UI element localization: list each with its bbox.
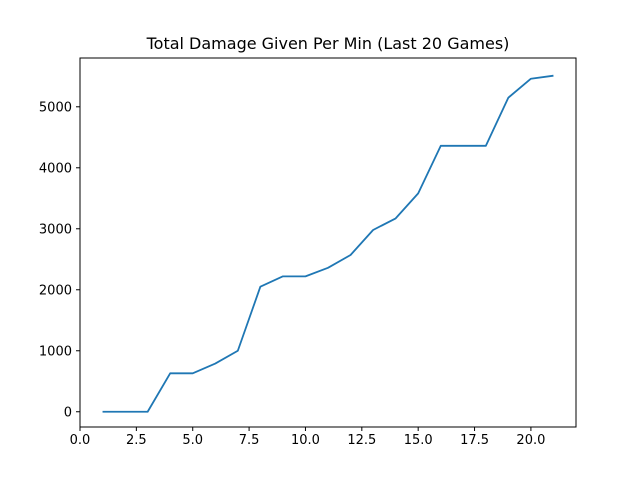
x-axis: 0.0 2.5 5.0 7.5 10.0 12.5 15.0 17.5 20.0 bbox=[70, 427, 545, 448]
x-tick-label: 0.0 bbox=[70, 433, 91, 448]
x-tick-label: 12.5 bbox=[347, 433, 376, 448]
y-tick-label: 1000 bbox=[39, 344, 72, 359]
x-tick-label: 2.5 bbox=[126, 433, 147, 448]
x-tick-label: 20.0 bbox=[516, 433, 545, 448]
y-tick-label: 5000 bbox=[39, 100, 72, 115]
y-axis: 0 1000 2000 3000 4000 5000 bbox=[39, 100, 80, 420]
series-layer bbox=[102, 74, 554, 413]
y-tick-label: 2000 bbox=[39, 283, 72, 298]
y-tick-label: 4000 bbox=[39, 161, 72, 176]
x-tick-label: 17.5 bbox=[460, 433, 489, 448]
y-tick-label: 3000 bbox=[39, 222, 72, 237]
x-tick-label: 15.0 bbox=[404, 433, 433, 448]
y-tick-label: 0 bbox=[64, 405, 72, 420]
series-line-0 bbox=[102, 74, 554, 413]
plot-area bbox=[79, 57, 577, 428]
x-tick-label: 7.5 bbox=[239, 433, 260, 448]
axes-frame bbox=[79, 57, 577, 428]
x-tick-label: 5.0 bbox=[182, 433, 203, 448]
x-tick-label: 10.0 bbox=[291, 433, 320, 448]
chart-title: Total Damage Given Per Min (Last 20 Game… bbox=[146, 34, 510, 53]
